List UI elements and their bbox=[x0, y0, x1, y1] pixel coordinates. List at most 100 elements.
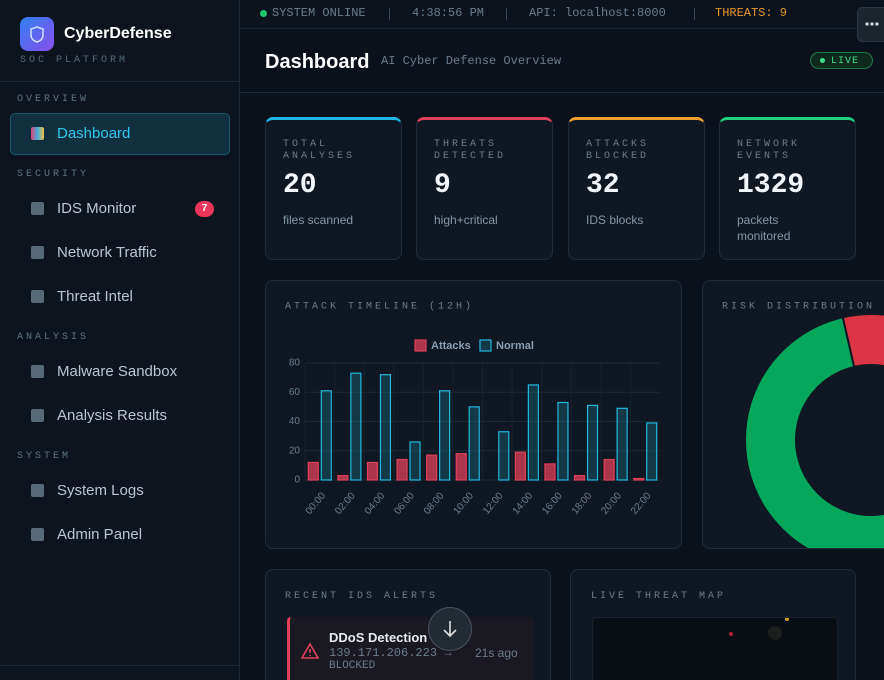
nav-item[interactable]: Malware Sandbox bbox=[0, 350, 239, 394]
x-tick-label: 22:00 bbox=[629, 490, 654, 517]
panel-title: RECENT IDS ALERTS bbox=[285, 591, 439, 602]
alerts-panel: RECENT IDS ALERTS DDoS Detection 139.171… bbox=[265, 569, 551, 680]
section-title: OVERVIEW bbox=[17, 94, 90, 105]
stat-value: 32 bbox=[586, 170, 620, 201]
threat-map bbox=[592, 617, 838, 680]
legend-label: Normal bbox=[496, 340, 534, 352]
bar bbox=[646, 422, 658, 481]
nav-label: Network Traffic bbox=[57, 244, 157, 261]
nav-label: Threat Intel bbox=[57, 288, 133, 305]
x-tick-label: 20:00 bbox=[599, 490, 624, 517]
nav-item[interactable]: Network Traffic bbox=[0, 231, 239, 275]
nav-label: System Logs bbox=[57, 482, 144, 499]
nav-icon bbox=[31, 528, 44, 541]
nav-label: Admin Panel bbox=[57, 526, 143, 543]
bar bbox=[307, 461, 319, 481]
separator bbox=[389, 8, 390, 20]
stat-caption: files scanned bbox=[283, 213, 354, 227]
alert-status: BLOCKED bbox=[329, 660, 376, 672]
x-tick-label: 04:00 bbox=[363, 490, 388, 517]
bar bbox=[396, 458, 408, 481]
divider bbox=[0, 81, 239, 82]
x-tick-label: 12:00 bbox=[481, 490, 506, 517]
bar bbox=[426, 454, 438, 481]
stat-card: TOTAL ANALYSES 20 files scanned bbox=[265, 117, 402, 260]
donut-segment bbox=[841, 313, 884, 369]
legend-label: Attacks bbox=[431, 340, 471, 352]
nav-label: IDS Monitor bbox=[57, 200, 137, 217]
stat-caption: IDS blocks bbox=[586, 213, 644, 227]
bar bbox=[468, 406, 480, 481]
stat-label: TOTAL ANALYSES bbox=[283, 139, 356, 162]
bar bbox=[527, 384, 539, 481]
header: Dashboard AI Cyber Defense Overview LIVE bbox=[240, 29, 884, 93]
threats: THREATS: 9 bbox=[715, 6, 788, 20]
logo bbox=[20, 17, 54, 51]
alert-name: DDoS Detection bbox=[329, 630, 428, 645]
stat-caption: packets monitored bbox=[737, 213, 791, 243]
nav-item[interactable]: Analysis Results bbox=[0, 394, 239, 438]
chart-title: RISK DISTRIBUTION bbox=[722, 302, 875, 313]
alert-item[interactable]: DDoS Detection 139.171.206.223 → 21s ago… bbox=[287, 617, 534, 680]
nav-label: Analysis Results bbox=[57, 407, 168, 424]
y-tick-label: 40 bbox=[289, 416, 301, 427]
nav-icon bbox=[31, 202, 44, 215]
bar bbox=[514, 451, 526, 481]
live-text: LIVE bbox=[831, 56, 860, 67]
chart-title: ATTACK TIMELINE (12H) bbox=[285, 301, 474, 313]
nav-item[interactable]: System Logs bbox=[0, 469, 239, 513]
nav-item[interactable]: IDS Monitor 7 bbox=[0, 187, 239, 231]
nav-item[interactable]: Threat Intel bbox=[0, 275, 239, 319]
nav: OVERVIEW Dashboard SECURITY IDS Monitor 7 Net… bbox=[0, 88, 239, 557]
x-tick-label: 00:00 bbox=[304, 490, 329, 517]
scroll-down-button[interactable] bbox=[428, 607, 472, 651]
api: API: localhost:8000 bbox=[529, 6, 666, 20]
section-title: ANALYSIS bbox=[17, 332, 90, 343]
bar bbox=[633, 477, 645, 481]
warning-icon bbox=[301, 643, 319, 659]
page-subtitle: AI Cyber Defense Overview bbox=[381, 54, 562, 68]
section-title: SECURITY bbox=[17, 169, 90, 180]
arrow-icon bbox=[443, 621, 457, 638]
brand-subtitle: SOC PLATFORM bbox=[20, 55, 129, 66]
x-tick-label: 18:00 bbox=[570, 490, 595, 517]
stat-card: NETWORK EVENTS 1329 packets monitored bbox=[719, 117, 856, 260]
status: SYSTEM ONLINE bbox=[272, 6, 366, 20]
bar bbox=[379, 374, 392, 481]
clock: 4:38:56 PM bbox=[412, 6, 485, 20]
map-panel: LIVE THREAT MAP bbox=[570, 569, 856, 680]
more-button[interactable] bbox=[857, 7, 884, 42]
y-tick-label: 60 bbox=[289, 387, 301, 398]
bar bbox=[320, 390, 332, 481]
live-dot bbox=[820, 58, 825, 63]
nav-icon bbox=[31, 409, 44, 422]
page-title: Dashboard bbox=[265, 51, 370, 73]
bar bbox=[350, 372, 362, 481]
bar bbox=[544, 463, 556, 481]
nav-icon bbox=[31, 290, 44, 303]
nav-badge: 7 bbox=[195, 201, 214, 217]
stat-caption: high+critical bbox=[434, 213, 498, 227]
sidebar: CyberDefense SOC PLATFORM OVERVIEW Dashbo… bbox=[0, 0, 240, 680]
stat-value: 20 bbox=[283, 170, 317, 201]
y-tick-label: 0 bbox=[294, 475, 300, 486]
bar bbox=[616, 407, 628, 481]
x-tick-label: 14:00 bbox=[511, 490, 536, 517]
nav-icon bbox=[31, 246, 44, 259]
donut-segment bbox=[744, 316, 884, 548]
donut bbox=[744, 313, 884, 548]
nav-item[interactable]: Admin Panel bbox=[0, 513, 239, 557]
section-title: SYSTEM bbox=[17, 451, 72, 462]
bar bbox=[455, 453, 467, 481]
map-dots bbox=[729, 617, 789, 640]
live-badge: LIVE bbox=[810, 52, 873, 69]
nav-item[interactable]: Dashboard bbox=[0, 112, 239, 156]
bar bbox=[603, 458, 615, 481]
bar bbox=[337, 475, 349, 481]
x-tick-label: 06:00 bbox=[392, 490, 417, 517]
nav-icon bbox=[31, 365, 44, 378]
separator bbox=[506, 8, 507, 20]
legend-swatch bbox=[414, 339, 427, 352]
